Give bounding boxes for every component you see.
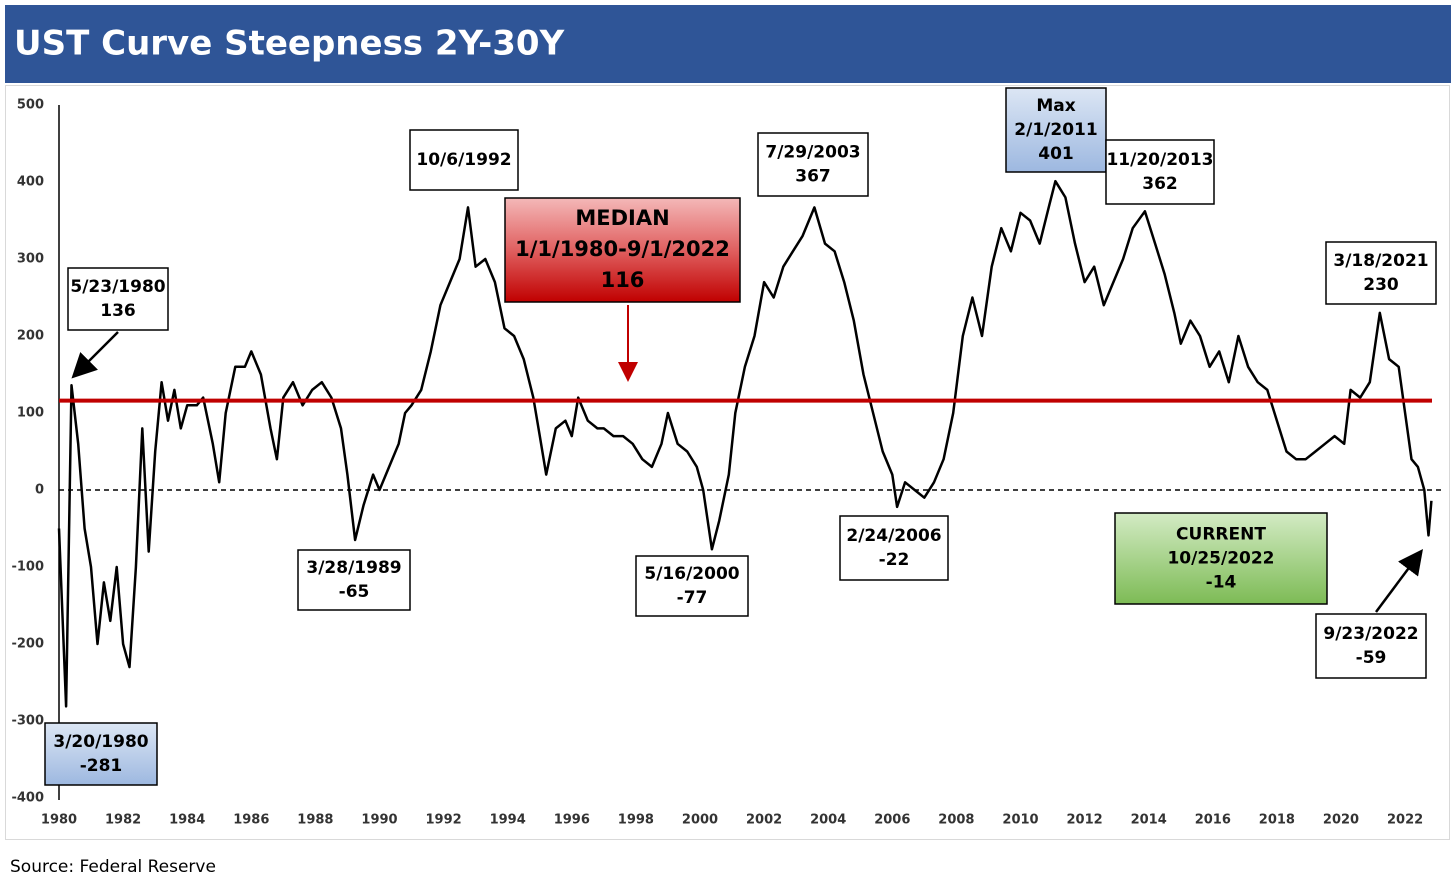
annotation-box (44, 722, 158, 786)
annotation-label: 5/16/2000 (644, 564, 739, 584)
annotation-box (297, 549, 411, 611)
annotation-value: 401 (1038, 144, 1074, 164)
title-bar (5, 5, 1451, 83)
annotation-box (635, 555, 749, 617)
annotation-box (1005, 87, 1107, 173)
y-tick-label: 0 (35, 483, 44, 498)
annotation-label: 1/1/1980-9/1/2022 (515, 237, 730, 261)
annotation-label: 5/23/1980 (70, 277, 165, 297)
x-tick-label: 2010 (1002, 813, 1038, 828)
arrow (1374, 548, 1423, 613)
x-tick-label: 1998 (618, 813, 654, 828)
annotation-box (757, 132, 869, 197)
annotation-label: 11/20/2013 (1106, 150, 1213, 170)
x-tick-label: 2012 (1067, 813, 1103, 828)
x-tick-label: 1986 (233, 813, 269, 828)
annotation-label: 7/29/2003 (765, 143, 860, 163)
x-tick-label: 1984 (169, 813, 205, 828)
x-tick-label: 1996 (554, 813, 590, 828)
x-tick-label: 1994 (490, 813, 526, 828)
annotation-value: 367 (795, 167, 831, 187)
annotation-value: -281 (80, 756, 123, 776)
x-tick-label: 2008 (938, 813, 974, 828)
annotation-box (1105, 139, 1215, 205)
plot-frame (5, 85, 1450, 840)
x-tick-label: 2022 (1387, 813, 1423, 828)
x-tick-label: 1992 (426, 813, 462, 828)
x-tick-label: 2004 (810, 813, 846, 828)
annotation-label: 10/6/1992 (416, 150, 511, 170)
x-tick-label: 2000 (682, 813, 718, 828)
annotation-value: -65 (339, 582, 370, 602)
annotation-label: 3/28/1989 (306, 558, 401, 578)
annotation-value: -77 (677, 588, 708, 608)
data-line (57, 179, 1433, 708)
annotation-value: -14 (1206, 573, 1237, 593)
source: Source: Federal Reserve (10, 857, 216, 877)
x-tick-label: 2020 (1323, 813, 1359, 828)
y-tick-label: 200 (17, 329, 44, 344)
y-tick-label: -400 (11, 791, 44, 806)
y-tick-label: -200 (11, 637, 44, 652)
annotation-box (504, 197, 741, 303)
annotation-box (839, 515, 949, 581)
annotation-value: 362 (1142, 174, 1178, 194)
annotation-box (1325, 241, 1437, 305)
annotation-box (409, 129, 519, 191)
annotation-title: MEDIAN (575, 206, 669, 230)
annotation-value: 230 (1363, 275, 1399, 295)
x-tick-label: 2016 (1195, 813, 1231, 828)
annotation-label: 3/18/2021 (1333, 251, 1428, 271)
arrow (71, 331, 119, 379)
annotation-value: -22 (879, 550, 910, 570)
y-tick-label: -100 (11, 560, 44, 575)
y-tick-label: 300 (17, 252, 44, 267)
annotation-label: 10/25/2022 (1167, 549, 1274, 569)
annotation-value: 136 (100, 301, 136, 321)
x-tick-label: 2006 (874, 813, 910, 828)
annotation-value: 116 (601, 268, 645, 292)
annotation-label: 3/20/1980 (53, 732, 148, 752)
annotation-box (1315, 613, 1427, 679)
x-tick-label: 2002 (746, 813, 782, 828)
annotation-label: 2/24/2006 (846, 526, 941, 546)
y-tick-label: -300 (11, 714, 44, 729)
x-tick-label: 1980 (41, 813, 77, 828)
annotation-title: Max (1036, 96, 1075, 116)
annotation-label: 9/23/2022 (1323, 624, 1418, 644)
annotation-box (67, 267, 169, 331)
annotation-label: 2/1/2011 (1014, 120, 1097, 140)
x-tick-label: 1982 (105, 813, 141, 828)
annotation-value: -59 (1356, 648, 1387, 668)
y-tick-label: 100 (17, 406, 44, 421)
x-tick-label: 1988 (297, 813, 333, 828)
annotation-box (1114, 512, 1328, 605)
y-tick-label: 500 (17, 98, 44, 113)
chart-title: UST Curve Steepness 2Y-30Y (14, 24, 565, 64)
x-tick-label: 2018 (1259, 813, 1295, 828)
x-tick-label: 2014 (1131, 813, 1167, 828)
y-tick-label: 400 (17, 175, 44, 190)
x-tick-label: 1990 (361, 813, 397, 828)
annotation-title: CURRENT (1176, 525, 1266, 545)
